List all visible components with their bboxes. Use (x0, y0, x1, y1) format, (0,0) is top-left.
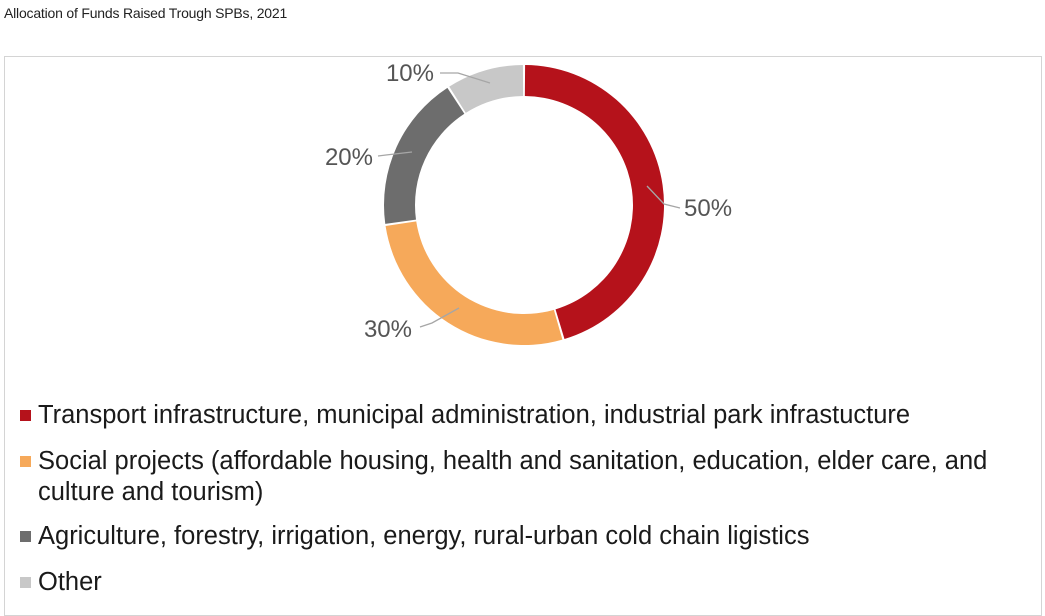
legend-item-other: Other (20, 567, 1030, 598)
slice-label-2: 30% (364, 316, 412, 343)
legend-label-social: Social projects (affordable housing, hea… (38, 447, 988, 506)
legend-label-other: Other (38, 568, 102, 596)
legend-swatch-transport (20, 410, 31, 421)
slice-label-4: 10% (386, 60, 434, 87)
chart-frame (4, 56, 1042, 616)
slice-label-3: 20% (325, 144, 373, 171)
legend-label-transport: Transport infrastructure, municipal admi… (38, 401, 911, 429)
leader-line-4 (440, 72, 491, 84)
donut-slice-2 (385, 221, 563, 345)
legend-item-agriculture: Agriculture, forestry, irrigation, energ… (20, 521, 1030, 552)
legend-swatch-other (20, 577, 31, 588)
leader-line-2 (419, 307, 460, 328)
donut-chart: 50% 30% 20% 10% (325, 60, 732, 345)
donut-slice-1 (524, 65, 665, 340)
legend-item-social: Social projects (affordable housing, hea… (20, 446, 1030, 508)
donut-slice-3 (384, 87, 465, 224)
legend-swatch-social (20, 456, 31, 467)
legend-swatch-agriculture (20, 531, 31, 542)
leader-line-3 (377, 151, 413, 157)
donut-slice-4 (449, 65, 524, 113)
leader-line-1 (646, 185, 681, 209)
legend-label-agriculture: Agriculture, forestry, irrigation, energ… (38, 522, 810, 550)
chart-title: Allocation of Funds Raised Trough SPBs, … (4, 5, 288, 21)
legend-item-transport: Transport infrastructure, municipal admi… (20, 400, 1030, 431)
chart-legend: Transport infrastructure, municipal admi… (20, 400, 1030, 613)
slice-label-1: 50% (684, 195, 732, 222)
